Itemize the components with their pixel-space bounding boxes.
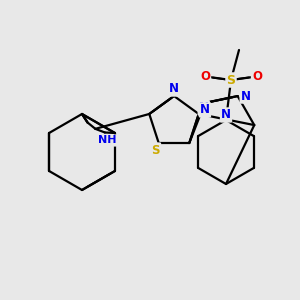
Text: N: N (221, 109, 231, 122)
Text: N: N (241, 90, 251, 103)
Text: NH: NH (98, 136, 116, 146)
Text: N: N (169, 82, 179, 95)
Text: N: N (200, 103, 210, 116)
Text: N: N (199, 101, 209, 115)
Text: O: O (252, 70, 262, 83)
Text: S: S (226, 74, 236, 86)
Text: O: O (200, 70, 210, 83)
Text: S: S (152, 143, 160, 157)
